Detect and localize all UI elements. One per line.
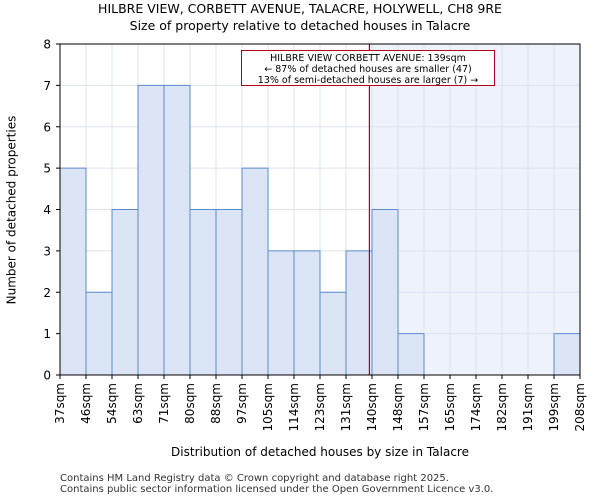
bar-63sqm bbox=[137, 84, 165, 376]
histogram-chart: 0 1 2 3 4 5 6 7 8 37sqm 46sqm 54sqm 63sqm 71sqm 80sqm… bbox=[43, 38, 587, 432]
bars-group bbox=[59, 84, 581, 376]
bar-114sqm bbox=[293, 250, 321, 376]
x-tick-label: 174sqm bbox=[469, 383, 483, 431]
x-tick-label: 208sqm bbox=[573, 383, 587, 431]
bar-80sqm bbox=[189, 209, 217, 376]
chart-subtitle: Size of property relative to detached ho… bbox=[129, 18, 471, 33]
y-axis-ticks: 0 1 2 3 4 5 6 7 8 bbox=[43, 38, 60, 383]
bar-148sqm bbox=[397, 333, 425, 376]
y-tick-label: 0 bbox=[43, 369, 51, 383]
x-tick-label: 71sqm bbox=[157, 383, 171, 424]
annotation-line-3: 13% of semi-detached houses are larger (… bbox=[257, 75, 479, 86]
x-tick-label: 97sqm bbox=[235, 383, 249, 424]
x-tick-label: 191sqm bbox=[521, 383, 535, 431]
footer-copyright: Contains HM Land Registry data © Crown c… bbox=[60, 473, 449, 484]
x-tick-label: 148sqm bbox=[391, 383, 405, 431]
bar-88sqm bbox=[215, 209, 243, 376]
bar-54sqm bbox=[111, 209, 139, 376]
footer-licence: Contains public sector information licen… bbox=[60, 484, 494, 495]
x-tick-label: 199sqm bbox=[547, 383, 561, 431]
x-tick-label: 140sqm bbox=[365, 383, 379, 431]
y-tick-label: 3 bbox=[43, 244, 51, 258]
x-tick-label: 182sqm bbox=[495, 383, 509, 431]
y-tick-label: 4 bbox=[43, 203, 51, 217]
annotation-box: HILBRE VIEW CORBETT AVENUE: 139sqm ← 87%… bbox=[241, 50, 495, 86]
y-tick-label: 5 bbox=[43, 162, 51, 176]
x-tick-label: 131sqm bbox=[339, 383, 353, 431]
x-tick-label: 123sqm bbox=[313, 383, 327, 431]
x-axis-ticks: 37sqm 46sqm 54sqm 63sqm 71sqm 80sqm 88sqm 97sqm… bbox=[53, 375, 587, 431]
y-tick-label: 2 bbox=[43, 286, 51, 300]
bar-131sqm bbox=[345, 250, 373, 376]
y-tick-label: 1 bbox=[43, 327, 51, 341]
x-tick-label: 114sqm bbox=[287, 383, 301, 431]
x-tick-label: 105sqm bbox=[261, 383, 275, 431]
x-axis-label: Distribution of detached houses by size … bbox=[171, 445, 469, 459]
bar-97sqm bbox=[241, 167, 269, 376]
x-tick-label: 88sqm bbox=[209, 383, 223, 424]
y-tick-label: 6 bbox=[43, 120, 51, 134]
x-tick-label: 80sqm bbox=[183, 383, 197, 424]
annotation-line-2: ← 87% of detached houses are smaller (47… bbox=[264, 64, 472, 75]
bar-46sqm bbox=[85, 291, 113, 376]
bar-123sqm bbox=[319, 291, 347, 376]
y-axis-label-container: Number of detached properties bbox=[3, 0, 19, 420]
x-tick-label: 37sqm bbox=[53, 383, 67, 424]
bar-71sqm bbox=[163, 84, 191, 376]
bar-37sqm bbox=[59, 167, 87, 376]
y-tick-label: 7 bbox=[43, 79, 51, 93]
x-tick-label: 54sqm bbox=[105, 383, 119, 424]
x-tick-label: 165sqm bbox=[443, 383, 457, 431]
bar-105sqm bbox=[267, 250, 295, 376]
chart-title-address: HILBRE VIEW, CORBETT AVENUE, TALACRE, HO… bbox=[98, 1, 502, 16]
bar-140sqm bbox=[371, 209, 399, 376]
x-tick-label: 46sqm bbox=[79, 383, 93, 424]
annotation-line-1: HILBRE VIEW CORBETT AVENUE: 139sqm bbox=[270, 53, 466, 64]
plot-frame bbox=[59, 43, 581, 376]
x-tick-label: 63sqm bbox=[131, 383, 145, 424]
y-axis-label: Number of detached properties bbox=[4, 115, 18, 305]
y-tick-label: 8 bbox=[43, 38, 51, 52]
bar-199sqm bbox=[553, 333, 581, 376]
x-tick-label: 157sqm bbox=[417, 383, 431, 431]
